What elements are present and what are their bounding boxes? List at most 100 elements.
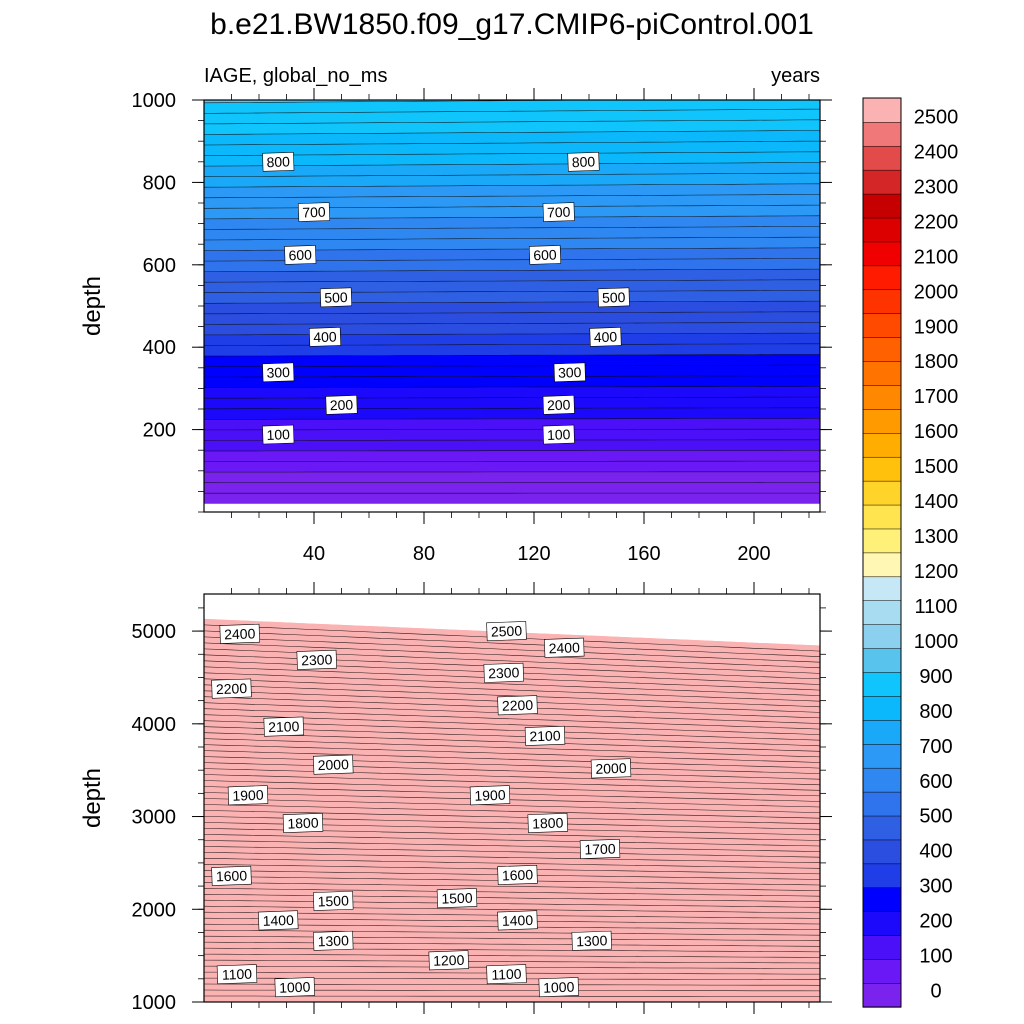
contour-label: 2100: [263, 716, 304, 737]
contour-band: [204, 618, 820, 1002]
contour-label: 400: [308, 327, 342, 347]
colorbar-box: [862, 241, 902, 267]
colorbar-tick-label: 2300: [914, 176, 959, 198]
contour-label: 300: [553, 362, 586, 383]
svg-text:600: 600: [288, 247, 312, 264]
svg-text:2200: 2200: [502, 697, 534, 714]
contour-band: [204, 333, 820, 346]
contour-band: [204, 290, 820, 304]
y-tick-label: 400: [143, 337, 176, 359]
colorbar-box: [862, 863, 902, 889]
colorbar-box: [862, 839, 902, 865]
contour-band: [204, 141, 820, 156]
contour-band: [204, 1019, 820, 1024]
contour-band: [204, 493, 820, 504]
contour-line: [204, 88, 820, 93]
contour-label: 2300: [296, 649, 337, 670]
svg-text:1500: 1500: [317, 892, 349, 909]
contour-band: [204, 450, 820, 462]
upper-contour-labels: 100 100 200 200 300 300 400 400 500 500 600 600 700 7…: [262, 151, 630, 445]
colorbar-box: [862, 336, 902, 362]
svg-text:1000: 1000: [279, 979, 311, 996]
colorbar-tick-label: 2100: [914, 246, 959, 268]
contour-band: [204, 109, 820, 124]
colorbar-box: [862, 360, 902, 386]
colorbar-box: [862, 719, 902, 745]
svg-text:2300: 2300: [301, 651, 333, 668]
colorbar-box: [862, 743, 902, 769]
svg-text:1300: 1300: [317, 932, 349, 949]
contour-band: [204, 343, 820, 356]
contour-line: [204, 300, 820, 304]
colorbar-box: [862, 145, 902, 171]
contour-label: 1400: [497, 910, 538, 931]
contour-line: [204, 343, 820, 346]
contour-line: [204, 332, 820, 336]
svg-text:1100: 1100: [222, 966, 253, 983]
contour-label: 200: [542, 395, 575, 415]
contour-line: [204, 407, 820, 410]
contour-line: [204, 744, 820, 763]
colorbar-box: [862, 384, 902, 410]
contour-line: [204, 762, 820, 780]
contour-line: [204, 720, 820, 741]
contour-band: [204, 439, 820, 451]
contour-line: [204, 194, 820, 199]
contour-line: [204, 630, 820, 657]
contour-band: [204, 365, 820, 378]
svg-text:2000: 2000: [595, 760, 627, 777]
contour-line: [204, 714, 820, 735]
colorbar-tick-label: 200: [919, 911, 952, 933]
contour-line: [204, 396, 820, 399]
contour-label: 700: [542, 202, 575, 222]
colorbar-box: [862, 600, 902, 625]
contour-line: [204, 834, 820, 847]
colorbar-tick-label: 2200: [914, 211, 959, 233]
colorbar-box: [862, 480, 902, 506]
svg-text:2400: 2400: [224, 625, 256, 642]
contour-label: 800: [262, 151, 295, 172]
contour-band: [204, 301, 820, 314]
contour-line: [204, 947, 820, 953]
contour-band: [204, 247, 820, 262]
x-tick-label: 80: [413, 543, 435, 565]
contour-line: [204, 354, 820, 357]
contour-label: 1000: [274, 977, 315, 998]
contour-line: [204, 804, 820, 819]
svg-text:100: 100: [266, 426, 290, 443]
contour-line: [204, 959, 820, 964]
contour-label: 500: [319, 287, 353, 308]
colorbar-box: [862, 528, 902, 554]
contour-band: [204, 482, 820, 494]
colorbar-frame: [862, 97, 902, 1008]
svg-text:800: 800: [572, 153, 596, 170]
colorbar: 0 100 200 300 400 500 600 700 800 900 1000 1100 1200…: [862, 97, 959, 1008]
y-tick-label: 600: [143, 255, 176, 277]
contour-line: [204, 888, 820, 897]
contour-line: [204, 322, 820, 325]
y-tick-label: 200: [143, 420, 176, 442]
svg-text:500: 500: [324, 289, 348, 306]
contour-label: 1500: [313, 890, 354, 911]
contour-band: [204, 386, 820, 399]
contour-label: 1300: [313, 930, 354, 951]
contour-band: [204, 258, 820, 272]
contour-line: [204, 894, 820, 902]
lower-contour-labels: 1000 1000 1100 1100 1200 1300 1300 1400 1400 1500…: [211, 621, 632, 998]
x-tick-label: 200: [737, 543, 770, 565]
contour-line: [204, 846, 820, 858]
contour-band: [204, 162, 820, 177]
colorbar-box: [862, 767, 902, 793]
colorbar-box: [862, 791, 902, 817]
svg-text:1900: 1900: [474, 787, 506, 804]
contour-label: 200: [325, 395, 358, 415]
contour-line: [204, 738, 820, 758]
contour-line: [204, 858, 820, 869]
y-tick-label: 1000: [132, 90, 177, 112]
contour-line: [204, 672, 820, 696]
svg-text:600: 600: [533, 247, 557, 264]
svg-text:1200: 1200: [433, 952, 465, 969]
upper-axes: 200 400 600 800 1000 40 80 120 160 200: [132, 88, 832, 565]
svg-text:1500: 1500: [441, 890, 473, 907]
svg-text:800: 800: [266, 153, 290, 170]
